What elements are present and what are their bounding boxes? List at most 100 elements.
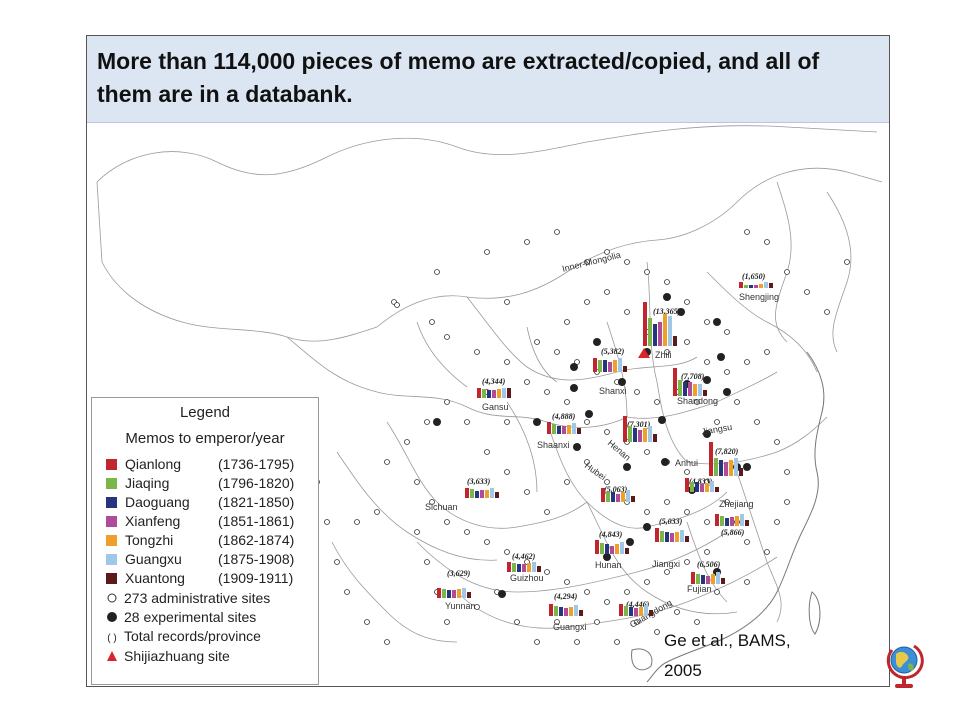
legend-reign-years: (1851-1861) bbox=[218, 513, 295, 529]
color-swatch bbox=[106, 573, 117, 584]
province-label-hunan: Hunan bbox=[595, 560, 622, 570]
legend-reign-name: Jiaqing bbox=[125, 475, 170, 491]
legend-item-jiaqing: Jiaqing (1796-1820) bbox=[106, 475, 294, 493]
map-legend: Legend Memos to emperor/year Qianlong (1… bbox=[91, 397, 319, 685]
legend-reign-name: Xianfeng bbox=[125, 513, 181, 529]
legend-reign-name: Daoguang bbox=[125, 494, 190, 510]
slide-frame: More than 114,000 pieces of memo are ext… bbox=[86, 35, 890, 687]
province-label-shandong: Shandong bbox=[677, 396, 718, 406]
province-label-guizhou: Guizhou bbox=[510, 573, 544, 583]
legend-exp-sites-label: 28 experimental sites bbox=[124, 609, 257, 625]
province-total-jiangxi: (5,033) bbox=[659, 517, 683, 526]
reign-bars-sichuan bbox=[465, 488, 499, 498]
province-label-anhui: Anhui bbox=[675, 458, 698, 468]
color-swatch bbox=[106, 459, 117, 470]
province-label-shanxi: Shanxi bbox=[599, 386, 627, 396]
province-label-hubei: Hubei bbox=[583, 460, 608, 482]
province-total-shanxi: (5,382) bbox=[601, 347, 625, 356]
province-total-zhejiang: (5,866) bbox=[721, 528, 745, 537]
legend-item-shijiazhuang: Shijiazhuang site bbox=[106, 648, 230, 666]
province-label-guangxi: Guangxi bbox=[553, 622, 587, 632]
legend-item-admin-sites: 273 administrative sites bbox=[106, 590, 270, 608]
province-total-sichuan: (3,633) bbox=[467, 477, 491, 486]
legend-heading: Legend bbox=[179, 404, 231, 421]
province-total-guizhou: (4,462) bbox=[512, 552, 536, 561]
region-label-inner-mongolia: Inner-Mongolia bbox=[561, 250, 622, 274]
legend-reign-years: (1909-1911) bbox=[218, 570, 294, 586]
province-total-shandong: (7,708) bbox=[681, 372, 705, 381]
reign-bars-yunnan bbox=[437, 588, 471, 598]
province-total-hubei: (5,063) bbox=[604, 485, 628, 494]
citation-line-1: Ge et al., BAMS, bbox=[664, 631, 791, 650]
province-label-sichuan: Sichuan bbox=[425, 502, 458, 512]
reign-bars-anhui bbox=[685, 478, 719, 492]
reign-bars-guangdong bbox=[619, 604, 653, 616]
province-label-shengjing: Shengjing bbox=[739, 292, 779, 302]
color-swatch bbox=[106, 478, 117, 489]
coastline bbox=[646, 351, 825, 683]
province-label-jiangxi: Jiangxi bbox=[652, 559, 680, 569]
legend-item-exp-sites: 28 experimental sites bbox=[106, 609, 256, 627]
reign-bars-jiangxi bbox=[655, 528, 689, 542]
reign-bars-henan bbox=[623, 416, 657, 442]
province-total-yunnan: (3,629) bbox=[447, 569, 471, 578]
title-banner: More than 114,000 pieces of memo are ext… bbox=[87, 36, 889, 123]
province-total-jiangsu: (7,820) bbox=[715, 447, 739, 456]
province-boundaries bbox=[96, 125, 883, 643]
province-total-zhili: (13,365) bbox=[653, 307, 681, 316]
color-swatch bbox=[106, 516, 117, 527]
province-label-yunnan: Yunnan bbox=[445, 601, 476, 611]
reign-bars-shaanxi bbox=[547, 422, 581, 434]
red-triangle-icon bbox=[107, 651, 117, 661]
reign-bars-jiangsu bbox=[709, 442, 743, 476]
legend-reign-name: Xuantong bbox=[125, 570, 185, 586]
province-total-shaanxi: (4,888) bbox=[552, 412, 576, 421]
reign-bars-shanxi bbox=[593, 358, 627, 372]
globe-logo-icon bbox=[886, 644, 924, 688]
legend-item-xuantong: Xuantong (1909-1911) bbox=[106, 570, 293, 588]
province-total-henan: (7,301) bbox=[627, 420, 651, 429]
province-label-shaanxi: Shaanxi bbox=[537, 440, 570, 450]
legend-item-tongzhi: Tongzhi (1862-1874) bbox=[106, 532, 294, 550]
legend-reign-years: (1875-1908) bbox=[218, 551, 295, 567]
province-total-gansu: (4,344) bbox=[482, 377, 506, 386]
legend-reign-years: (1862-1874) bbox=[218, 532, 295, 548]
province-label-zhili: Zhili bbox=[655, 350, 672, 360]
province-total-fujian: (6,506) bbox=[697, 560, 721, 569]
legend-reign-years: (1736-1795) bbox=[218, 456, 295, 472]
color-swatch bbox=[106, 554, 117, 565]
province-total-hunan: (4,843) bbox=[599, 530, 623, 539]
province-label-gansu: Gansu bbox=[482, 402, 509, 412]
legend-reign-years: (1796-1820) bbox=[218, 475, 295, 491]
legend-admin-sites-label: 273 administrative sites bbox=[124, 590, 271, 606]
legend-item-guangxu: Guangxu (1875-1908) bbox=[106, 551, 294, 569]
province-total-shengjing: (1,650) bbox=[742, 272, 766, 281]
slide-title: More than 114,000 pieces of memo are ext… bbox=[97, 48, 820, 107]
experimental-sites bbox=[433, 293, 751, 598]
reign-bars-guizhou bbox=[507, 562, 541, 572]
legend-item-xianfeng: Xianfeng (1851-1861) bbox=[106, 513, 294, 531]
province-total-guangxi: (4,294) bbox=[554, 592, 578, 601]
reign-bars-zhili bbox=[643, 302, 677, 346]
province-total-anhui: (4,833) bbox=[689, 477, 713, 486]
legend-reign-name: Guangxu bbox=[125, 551, 182, 567]
legend-reign-years: (1821-1850) bbox=[218, 494, 295, 510]
reign-bars-shandong bbox=[673, 368, 707, 396]
reign-bars-fujian bbox=[691, 572, 725, 584]
legend-subheading: Memos to emperor/year bbox=[125, 430, 285, 447]
province-label-zhejiang: Zhejiang bbox=[719, 499, 754, 509]
reign-bars-hubei bbox=[601, 488, 635, 502]
citation-line-2: 2005 bbox=[664, 661, 702, 680]
reign-bars-shengjing bbox=[739, 282, 773, 288]
legend-item-daoguang: Daoguang (1821-1850) bbox=[106, 494, 294, 512]
shijiazhuang-site-marker bbox=[638, 348, 650, 358]
china-map: Inner-Mongolia Shengjing (1,650) Zhili (… bbox=[96, 125, 883, 683]
legend-reign-name: Tongzhi bbox=[125, 532, 174, 548]
province-total-guangdong: (4,446) bbox=[626, 600, 650, 609]
legend-item-qianlong: Qianlong (1736-1795) bbox=[106, 456, 294, 474]
color-swatch bbox=[106, 535, 117, 546]
reign-bars-gansu bbox=[477, 388, 511, 398]
open-circle-icon bbox=[107, 593, 117, 603]
legend-reign-name: Qianlong bbox=[125, 456, 182, 472]
citation: Ge et al., BAMS, 2005 bbox=[664, 626, 791, 686]
